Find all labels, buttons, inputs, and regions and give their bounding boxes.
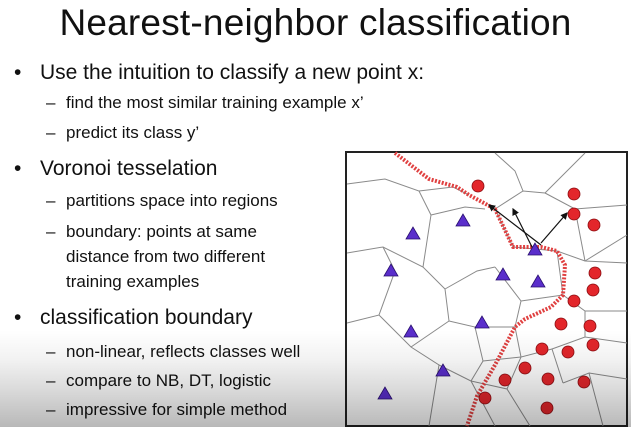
bullet-voronoi: Voronoi tesselation xyxy=(40,157,218,180)
triangle-point xyxy=(405,226,421,240)
sub-dash: – xyxy=(46,93,56,112)
triangle-point xyxy=(403,324,419,338)
triangle-point xyxy=(527,242,543,256)
triangle-point xyxy=(495,267,511,281)
circle-point xyxy=(498,373,512,387)
sub-dash: – xyxy=(46,222,56,241)
sub-boundary-line1: boundary: points at same xyxy=(66,222,257,241)
slide-title: Nearest-neighbor classification xyxy=(59,2,572,43)
circle-point xyxy=(588,266,602,280)
sub-find-similar: find the most similar training example x… xyxy=(66,93,364,112)
circle-point xyxy=(535,342,549,356)
triangle-point xyxy=(455,213,471,227)
sub-partitions: partitions space into regions xyxy=(66,191,278,210)
circle-point xyxy=(471,179,485,193)
bullet-dot: • xyxy=(14,306,22,329)
circle-point xyxy=(583,319,597,333)
circle-point xyxy=(586,338,600,352)
triangle-point xyxy=(383,263,399,277)
sub-compare: compare to NB, DT, logistic xyxy=(66,371,272,390)
bullet-dot: • xyxy=(14,157,22,180)
triangle-point xyxy=(435,363,451,377)
circle-point xyxy=(540,401,554,415)
sub-boundary-line2: distance from two different xyxy=(66,247,266,266)
sub-impressive: impressive for simple method xyxy=(66,400,288,419)
sub-non-linear: non-linear, reflects classes well xyxy=(66,342,301,361)
circle-point xyxy=(567,294,581,308)
circle-point xyxy=(587,218,601,232)
bullet-intuition: Use the intuition to classify a new poin… xyxy=(40,61,425,84)
bullet-dot: • xyxy=(14,61,22,84)
circle-point xyxy=(577,375,591,389)
circle-point xyxy=(567,187,581,201)
sub-predict-class: predict its class y’ xyxy=(66,123,200,142)
sub-dash: – xyxy=(46,342,56,361)
circle-point xyxy=(586,283,600,297)
circle-point xyxy=(554,317,568,331)
circle-point xyxy=(567,207,581,221)
class-circles xyxy=(471,179,602,415)
sub-dash: – xyxy=(46,400,56,419)
classification-boundary xyxy=(393,151,567,427)
triangle-point xyxy=(530,274,546,288)
circle-point xyxy=(541,372,555,386)
circle-point xyxy=(561,345,575,359)
bullet-classification-boundary: classification boundary xyxy=(40,306,253,329)
class-triangles xyxy=(377,213,546,400)
sub-boundary-line3: training examples xyxy=(66,272,200,291)
sub-dash: – xyxy=(46,371,56,390)
neighbor-arrows xyxy=(488,204,568,250)
triangle-point xyxy=(474,315,490,329)
circle-point xyxy=(478,391,492,405)
circle-point xyxy=(518,361,532,375)
triangle-point xyxy=(377,386,393,400)
sub-dash: – xyxy=(46,123,56,142)
voronoi-diagram xyxy=(345,151,628,427)
sub-dash: – xyxy=(46,191,56,210)
